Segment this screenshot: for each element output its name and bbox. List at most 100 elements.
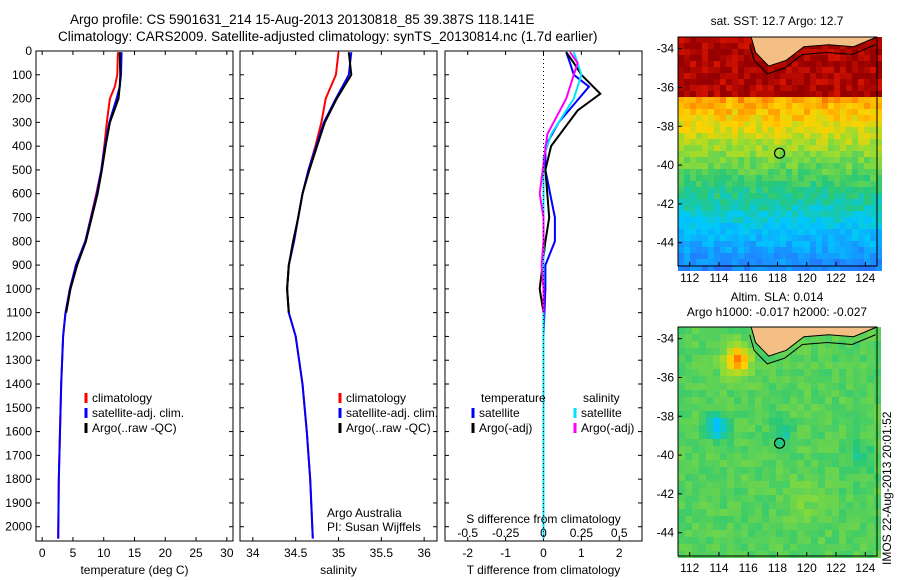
figure-title-line2: Climatology: CARS2009. Satellite-adjuste… — [58, 29, 598, 44]
map-cell — [678, 247, 684, 253]
plot-frame — [35, 50, 234, 542]
map-cell — [853, 446, 860, 453]
x-tick-label: 118 — [768, 271, 787, 285]
map-cell — [816, 127, 822, 133]
map-cell — [825, 432, 832, 439]
map-cell — [828, 109, 834, 115]
map-cell — [858, 265, 864, 271]
map-cell — [840, 247, 846, 253]
map-cell — [876, 223, 882, 229]
map-cell — [786, 79, 792, 85]
map-cell — [744, 247, 750, 253]
map-cell — [811, 425, 818, 432]
map-cell — [678, 85, 684, 91]
map-cell — [825, 530, 832, 537]
map-cell — [768, 151, 774, 157]
map-cell — [860, 348, 867, 355]
map-cell — [818, 446, 825, 453]
map-cell — [834, 91, 840, 97]
salinity-profile-panel: 34 34.5 35 35.5 36salinityclimatologysatelli… — [239, 50, 438, 577]
map-cell — [870, 73, 876, 79]
map-cell — [750, 61, 756, 67]
map-cell — [852, 109, 858, 115]
map-cell — [816, 97, 822, 103]
map-cell — [678, 253, 684, 259]
map-cell — [783, 348, 790, 355]
map-cell — [798, 103, 804, 109]
map-cell — [804, 488, 811, 495]
map-cell — [860, 453, 867, 460]
map-cell — [741, 418, 748, 425]
map-cell — [846, 79, 852, 85]
x-tick-label: 5 — [70, 546, 77, 560]
map-cell — [720, 397, 727, 404]
map-cell — [840, 109, 846, 115]
map-cell — [732, 85, 738, 91]
legend-label: Argo(-adj) — [479, 421, 532, 435]
map-cell — [750, 103, 756, 109]
map-cell — [832, 488, 839, 495]
map-cell — [678, 163, 684, 169]
map-cell — [769, 502, 776, 509]
map-cell — [720, 169, 726, 175]
map-cell — [790, 551, 797, 558]
map-cell — [840, 217, 846, 223]
sla-map-title-line1: Altim. SLA: 0.014 — [731, 290, 824, 304]
map-cell — [858, 247, 864, 253]
map-cell — [713, 341, 720, 348]
map-cell — [720, 241, 726, 247]
map-cell — [776, 474, 783, 481]
map-cell — [783, 369, 790, 376]
map-cell — [804, 502, 811, 509]
map-cell — [762, 432, 769, 439]
map-cell — [706, 411, 713, 418]
map-cell — [738, 253, 744, 259]
map-cell — [853, 481, 860, 488]
map-cell — [726, 61, 732, 67]
map-cell — [726, 265, 732, 271]
map-cell — [727, 327, 734, 334]
map-cell — [786, 133, 792, 139]
map-cell — [762, 467, 769, 474]
map-cell — [741, 362, 748, 369]
map-cell — [734, 453, 741, 460]
map-cell — [804, 175, 810, 181]
map-cell — [714, 145, 720, 151]
map-cell — [867, 348, 874, 355]
map-cell — [853, 411, 860, 418]
map-cell — [780, 85, 786, 91]
map-cell — [822, 49, 828, 55]
map-cell — [720, 211, 726, 217]
map-cell — [750, 49, 756, 55]
map-cell — [702, 73, 708, 79]
map-cell — [867, 327, 874, 334]
map-cell — [714, 115, 720, 121]
map-cell — [816, 247, 822, 253]
map-cell — [867, 488, 874, 495]
map-cell — [804, 49, 810, 55]
map-cell — [762, 103, 768, 109]
map-cell — [832, 404, 839, 411]
map-cell — [734, 551, 741, 558]
map-cell — [755, 383, 762, 390]
map-cell — [744, 121, 750, 127]
x-tick-label: 122 — [826, 271, 846, 285]
map-cell — [685, 362, 692, 369]
map-cell — [818, 453, 825, 460]
map-cell — [755, 355, 762, 362]
map-cell — [818, 474, 825, 481]
map-cell — [846, 390, 853, 397]
map-cell — [816, 205, 822, 211]
map-cell — [714, 223, 720, 229]
map-cell — [818, 460, 825, 467]
map-cell — [804, 509, 811, 516]
map-cell — [860, 390, 867, 397]
map-cell — [678, 404, 685, 411]
map-cell — [732, 187, 738, 193]
map-cell — [816, 91, 822, 97]
map-cell — [798, 79, 804, 85]
map-cell — [720, 341, 727, 348]
map-cell — [783, 467, 790, 474]
map-cell — [832, 418, 839, 425]
map-cell — [768, 199, 774, 205]
